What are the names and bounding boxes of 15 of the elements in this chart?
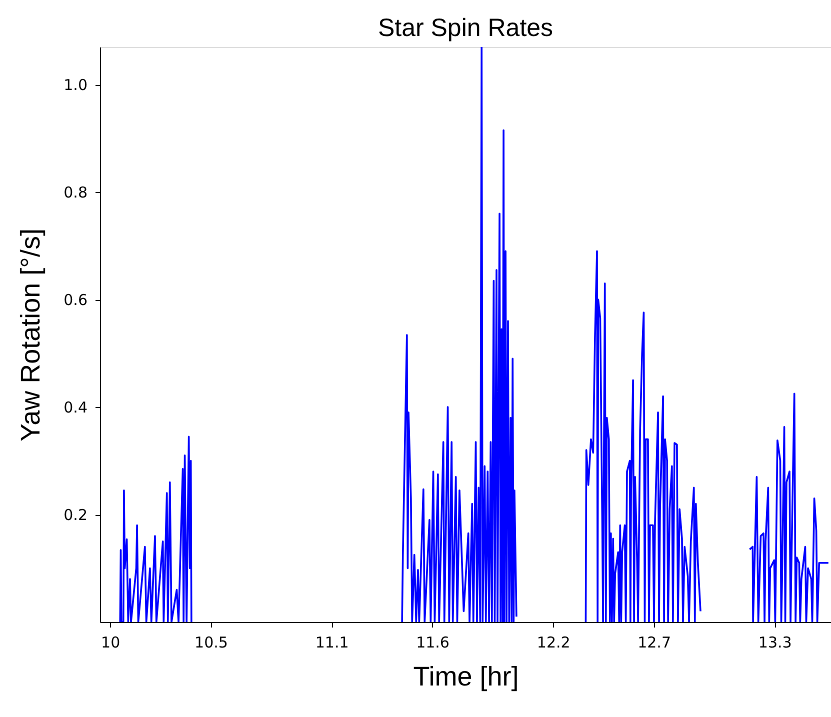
x-tick-label: 10 (101, 634, 120, 652)
y-tick-label: 0.2 (64, 506, 88, 524)
y-tick-label: 0.8 (64, 184, 88, 202)
y-tick-label: 1.0 (64, 76, 88, 94)
x-tick-label: 10.5 (194, 634, 228, 652)
x-tick-label: 11.1 (315, 634, 349, 652)
x-axis-title: Time [hr] (413, 662, 519, 692)
x-tick-label: 11.6 (416, 634, 450, 652)
chart-title: Star Spin Rates (378, 14, 554, 42)
x-tick-label: 13.3 (758, 634, 792, 652)
x-tick-label: 12.2 (536, 634, 570, 652)
x-tick-label: 12.7 (638, 634, 671, 652)
y-tick-label: 0.6 (64, 291, 88, 310)
y-axis-title: Yaw Rotation [°/s] (16, 228, 46, 442)
y-tick-label: 0.4 (64, 398, 88, 417)
